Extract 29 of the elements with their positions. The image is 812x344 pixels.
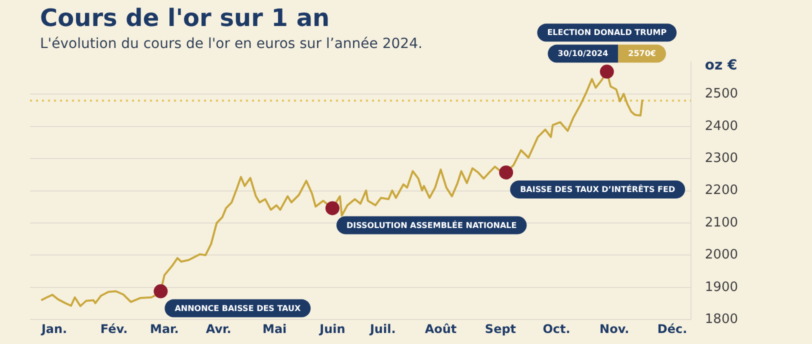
x-tick-label: Déc.: [657, 322, 688, 336]
text: ELECTION DONALD TRUMP: [547, 28, 667, 38]
chart-subtitle: L'évolution du cours de l'or en euros sur l’année 2024.: [40, 36, 422, 52]
annotation: 30/10/2024: [558, 49, 609, 58]
y-tick-label: 1800: [704, 312, 738, 327]
annotation: DISSOLUTION ASSEMBLÉE NATIONALE: [346, 220, 517, 230]
x-tick-label: Jan.: [40, 322, 68, 336]
x-tick-label: Avr.: [206, 322, 232, 336]
y-tick-label: 1900: [704, 280, 738, 295]
annotation: ANNONCE BAISSE DES TAUX: [174, 304, 302, 313]
x-tick-label: Juin: [318, 322, 346, 336]
x-tick-label: Oct.: [542, 322, 570, 336]
x-tick-label: Fév.: [100, 322, 128, 336]
y-tick-label: 2000: [704, 248, 738, 263]
y-axis-title: oz €: [704, 58, 738, 74]
x-tick-label: Sept: [484, 322, 516, 336]
y-tick-label: 2300: [704, 150, 738, 166]
chart-title: Cours de l'or sur 1 an: [40, 4, 331, 32]
x-tick-label: Mar.: [150, 322, 179, 336]
text: 2570€: [628, 49, 656, 58]
x-tick-label: Nov.: [600, 322, 630, 336]
x-tick-label: Juil.: [368, 322, 396, 336]
y-tick-label: 2500: [704, 86, 738, 102]
y-tick-label: 2100: [704, 215, 738, 230]
annotation: BAISSE DES TAUX D’INTÉRÊTS FED: [520, 184, 676, 194]
x-tick-label: Mai: [262, 322, 287, 336]
y-tick-label: 2400: [704, 118, 738, 134]
x-tick-label: Août: [424, 322, 457, 336]
y-tick-label: 2200: [704, 183, 738, 198]
